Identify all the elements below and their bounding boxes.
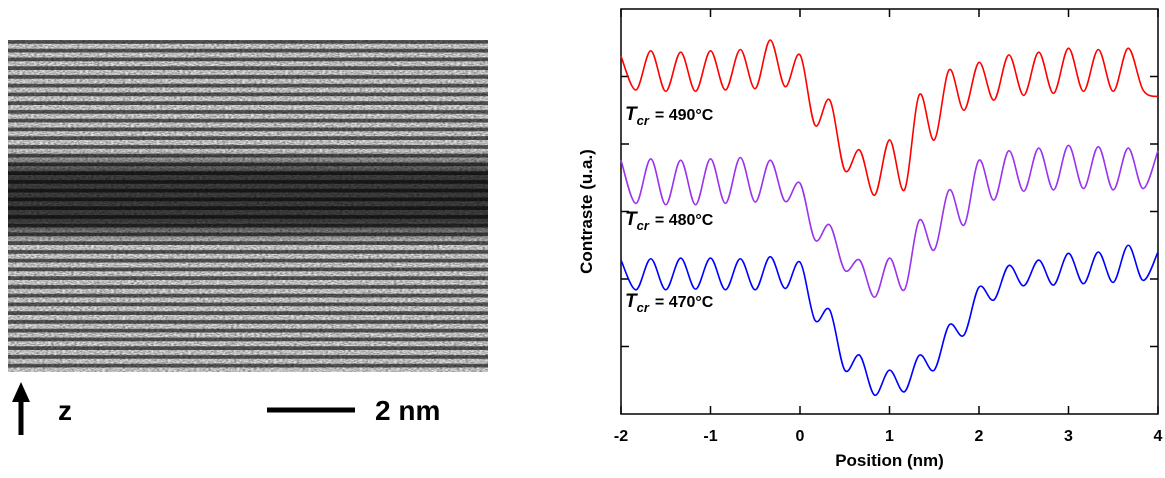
annotation-symbol: T xyxy=(625,104,638,125)
x-tick-label: 2 xyxy=(975,428,984,445)
dark-band xyxy=(8,150,488,245)
x-axis-label: Position (nm) xyxy=(835,451,944,470)
arrow-head xyxy=(12,382,30,402)
annotation: Tcr = 490°C xyxy=(625,104,714,128)
annotation-symbol: T xyxy=(625,209,638,230)
x-tick-label: 3 xyxy=(1064,428,1073,445)
axis-label: z xyxy=(58,395,72,426)
annotation-text: = 470°C xyxy=(655,294,714,311)
scale-label: 2 nm xyxy=(375,395,440,426)
annotation-subscript: cr xyxy=(637,113,650,128)
x-tick-label: -2 xyxy=(614,428,628,445)
annotation-text: = 480°C xyxy=(655,212,714,229)
annotation-symbol: T xyxy=(625,291,638,312)
annotation-text: = 490°C xyxy=(655,107,714,124)
x-tick-label: 4 xyxy=(1154,428,1163,445)
annotation: Tcr = 480°C xyxy=(625,209,714,233)
series-line xyxy=(620,244,1159,396)
x-tick-label: 1 xyxy=(885,428,894,445)
micrograph xyxy=(8,40,488,372)
series-line xyxy=(620,39,1159,197)
annotation: Tcr = 470°C xyxy=(625,291,714,315)
annotation-subscript: cr xyxy=(637,218,650,233)
y-axis-label: Contraste (u.a.) xyxy=(577,149,596,274)
annotation-subscript: cr xyxy=(637,300,650,315)
series-line xyxy=(620,144,1159,299)
x-tick-label: -1 xyxy=(703,428,717,445)
x-tick-label: 0 xyxy=(796,428,805,445)
